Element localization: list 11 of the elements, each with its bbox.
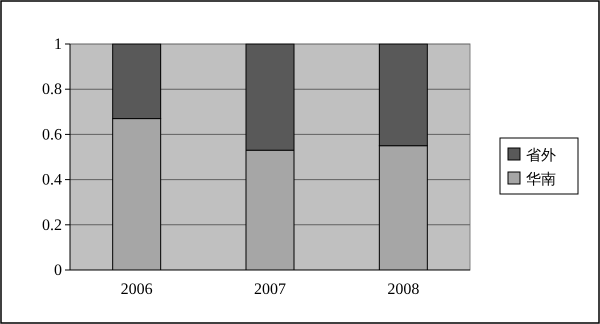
x-tick-label: 2007 [254,281,286,298]
y-tick-label: 1 [54,36,62,53]
y-tick-label: 0.4 [42,172,62,189]
y-tick-label: 0.2 [42,216,62,234]
y-tick-label: 0.8 [42,81,62,98]
y-tick-label: 0.6 [42,126,62,144]
y-tick-label: 0 [54,262,62,279]
x-tick-label: 2008 [387,281,420,298]
legend-label: 华南 [526,171,556,188]
x-tick-label: 2006 [120,281,153,298]
legend-label: 省外 [526,147,556,164]
